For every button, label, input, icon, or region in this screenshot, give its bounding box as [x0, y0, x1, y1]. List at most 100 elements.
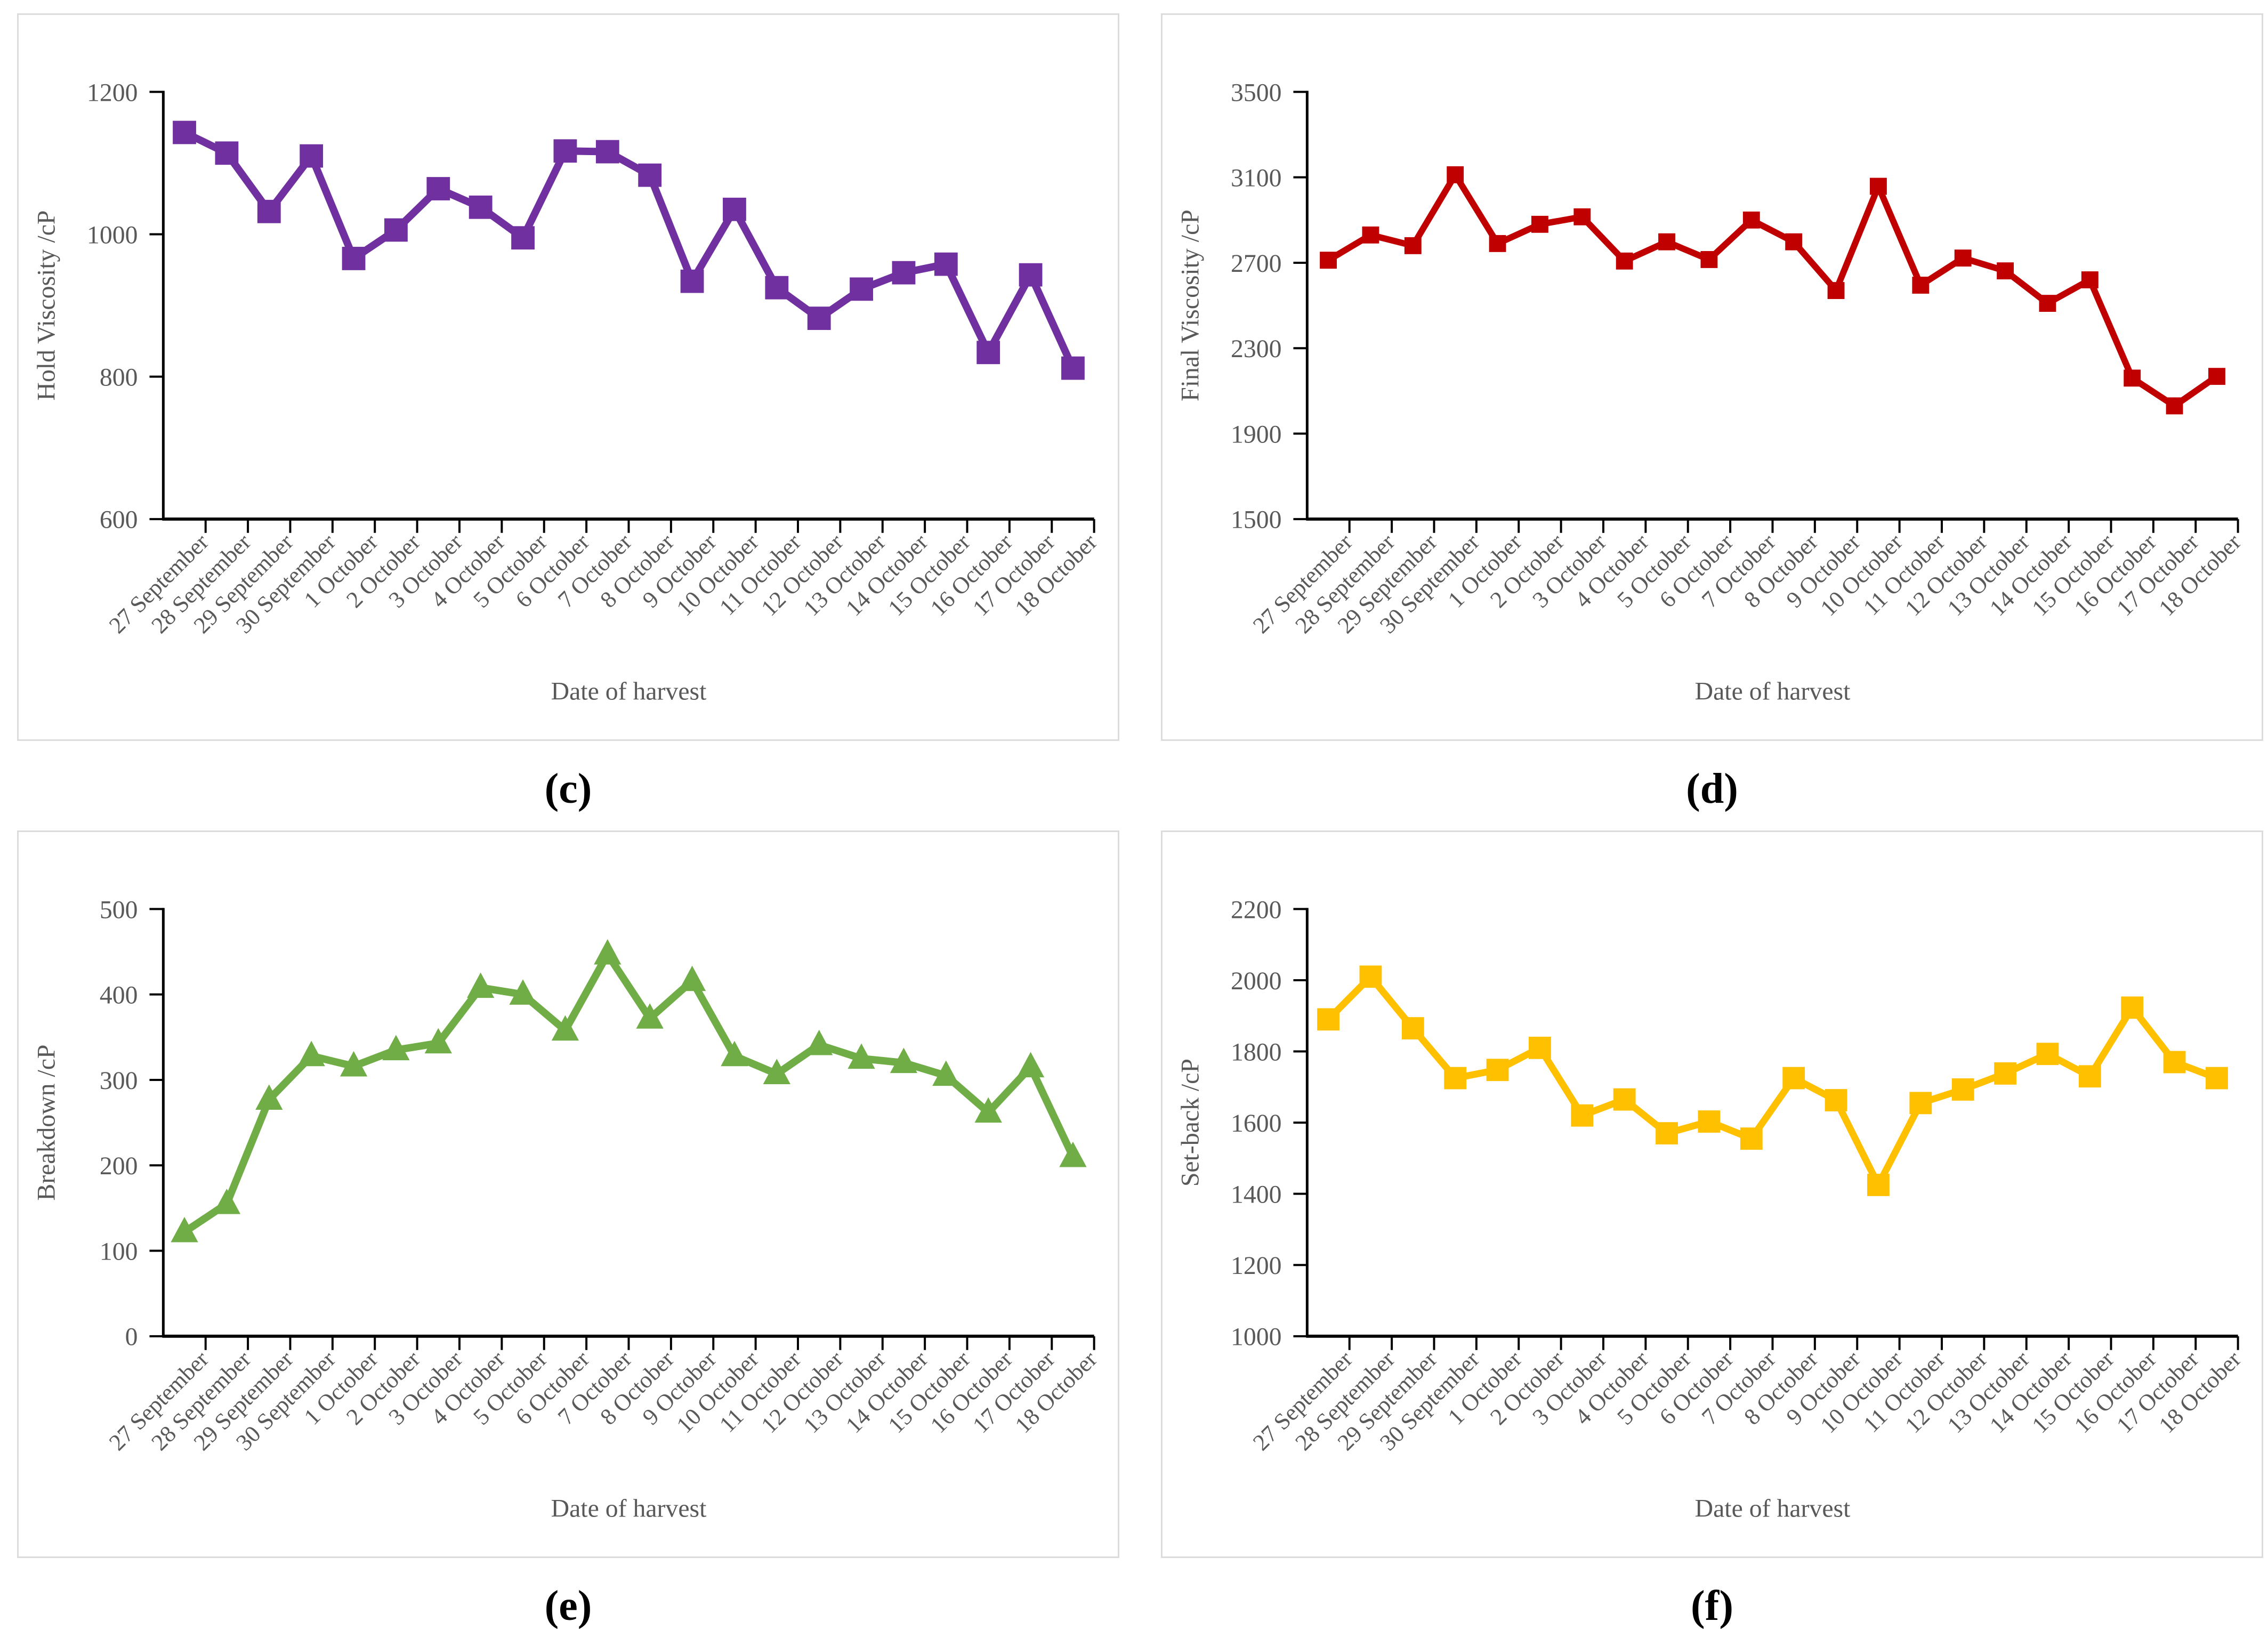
- data-point-marker: [215, 141, 239, 165]
- y-tick-label: 3100: [1231, 164, 1282, 192]
- data-point-marker: [1061, 356, 1085, 380]
- data-point-marker: [1359, 965, 1382, 988]
- caption-c: (c): [544, 765, 592, 812]
- data-point-marker: [763, 1059, 790, 1084]
- y-tick-label: 1500: [1231, 506, 1282, 534]
- data-point-marker: [1320, 252, 1337, 269]
- x-axis-title: Date of harvest: [551, 677, 707, 705]
- y-axis-title: Set-back /cP: [1176, 1059, 1204, 1187]
- data-point-marker: [1742, 211, 1760, 229]
- data-point-marker: [1362, 226, 1379, 244]
- data-point-marker: [2081, 271, 2098, 288]
- data-point-marker: [171, 1216, 198, 1242]
- data-point-marker: [1698, 1110, 1721, 1133]
- data-point-marker: [594, 939, 622, 965]
- data-point-marker: [509, 979, 537, 1005]
- data-point-marker: [1404, 237, 1422, 254]
- data-point-marker: [1656, 1122, 1678, 1145]
- data-point-marker: [424, 1028, 452, 1054]
- data-point-marker: [2121, 996, 2144, 1019]
- data-point-marker: [807, 306, 831, 330]
- data-point-marker: [2163, 1051, 2186, 1074]
- data-point-marker: [297, 1040, 325, 1067]
- data-point-marker: [1785, 233, 1803, 251]
- data-point-marker: [255, 1084, 283, 1110]
- data-point-marker: [257, 199, 281, 223]
- y-tick-label: 800: [100, 364, 138, 392]
- data-point-marker: [173, 120, 196, 144]
- y-tick-label: 1200: [87, 78, 138, 107]
- data-point-marker: [2039, 295, 2056, 312]
- y-tick-label: 2200: [1231, 895, 1282, 924]
- y-tick-label: 400: [100, 981, 138, 1010]
- y-tick-label: 300: [100, 1067, 138, 1095]
- data-point-marker: [1867, 1174, 1890, 1196]
- data-point-marker: [1486, 1059, 1509, 1082]
- data-point-marker: [342, 247, 366, 270]
- data-point-marker: [2206, 1067, 2228, 1090]
- x-axis-title: Date of harvest: [551, 1494, 707, 1522]
- caption-f: (f): [1691, 1583, 1733, 1629]
- data-point-marker: [2124, 369, 2141, 387]
- series-line: [1325, 171, 2220, 409]
- data-point-marker: [382, 1035, 410, 1061]
- data-point-marker: [1912, 277, 1930, 294]
- y-tick-label: 1000: [87, 221, 138, 249]
- data-point-marker: [1317, 1008, 1339, 1031]
- data-point-marker: [976, 341, 1000, 365]
- data-point-marker: [551, 1015, 579, 1041]
- y-tick-label: 1200: [1231, 1252, 1282, 1280]
- data-point-marker: [1951, 1078, 1974, 1101]
- y-tick-label: 2300: [1231, 335, 1282, 363]
- y-tick-label: 1000: [1231, 1323, 1282, 1351]
- caption-e: (e): [544, 1583, 592, 1629]
- data-point-marker: [595, 140, 619, 164]
- data-point-marker: [300, 144, 324, 168]
- data-point-marker: [1531, 215, 1548, 233]
- y-axis-title: Hold Viscosity /cP: [32, 211, 60, 401]
- y-tick-label: 1600: [1231, 1109, 1282, 1137]
- series-line: [1325, 973, 2221, 1189]
- data-point-marker: [384, 218, 408, 242]
- data-point-marker: [932, 1060, 960, 1086]
- data-point-marker: [1019, 263, 1043, 287]
- y-tick-label: 2700: [1231, 249, 1282, 278]
- data-point-marker: [892, 261, 916, 285]
- data-point-marker: [765, 276, 789, 300]
- y-tick-label: 200: [100, 1152, 138, 1180]
- y-axis-title: Final Viscosity /cP: [1176, 209, 1204, 401]
- data-point-marker: [1059, 1141, 1087, 1167]
- data-point-marker: [638, 163, 662, 187]
- data-point-marker: [213, 1188, 241, 1214]
- y-tick-label: 100: [100, 1237, 138, 1265]
- data-point-marker: [426, 177, 450, 200]
- data-point-marker: [1782, 1067, 1805, 1090]
- data-point-marker: [511, 226, 535, 250]
- data-point-marker: [1909, 1092, 1932, 1115]
- data-point-marker: [1658, 233, 1675, 251]
- data-point-marker: [1529, 1036, 1551, 1059]
- chart-panel-setback: 1000 1200 1400 1600 1800 2000 2200 27 September…: [1161, 830, 2263, 1558]
- y-tick-label: 1400: [1231, 1181, 1282, 1209]
- data-point-marker: [1700, 251, 1718, 268]
- data-point-marker: [680, 269, 704, 293]
- data-point-marker: [934, 252, 958, 276]
- data-point-marker: [2078, 1065, 2101, 1088]
- data-point-marker: [850, 277, 873, 301]
- series-line: [181, 128, 1077, 372]
- data-point-marker: [1571, 1104, 1594, 1127]
- data-point-marker: [1573, 208, 1591, 225]
- series-line: [181, 950, 1077, 1236]
- chart-panel-hold-viscosity: 600 800 1000 1200 27 September 28 September 29…: [17, 13, 1119, 741]
- data-point-marker: [467, 972, 495, 998]
- data-point-marker: [1825, 1089, 1847, 1111]
- data-point-marker: [1447, 166, 1464, 183]
- data-point-marker: [1740, 1127, 1763, 1150]
